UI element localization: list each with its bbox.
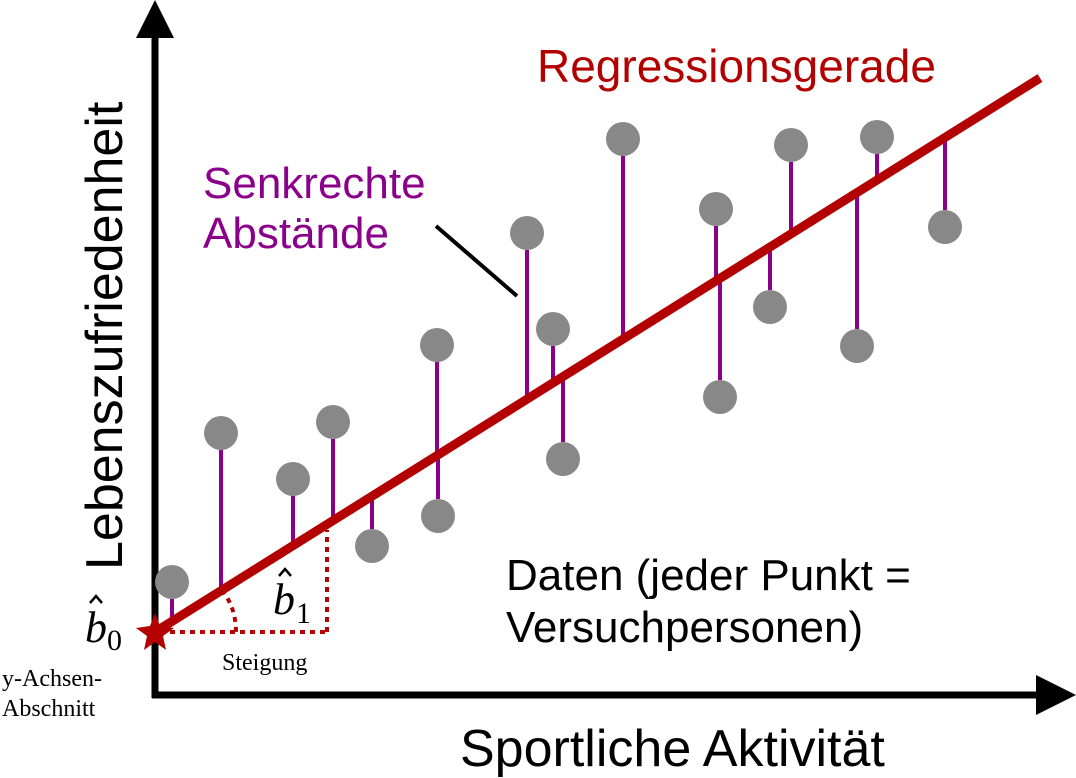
data-point [840, 329, 874, 363]
intercept-symbol-letter: b [85, 603, 107, 652]
residuals-label-line1: Senkrechte [203, 159, 426, 208]
data-point [546, 442, 580, 476]
data-label-line1: Daten (jeder Punkt = [506, 551, 911, 600]
data-point [536, 312, 570, 346]
regression-line [152, 74, 1043, 636]
residual-lines [170, 137, 947, 622]
star-icon [136, 613, 174, 650]
data-point [204, 416, 238, 450]
data-point [155, 565, 189, 599]
label-connector-line [434, 224, 519, 298]
data-points [155, 120, 962, 599]
y-axis-arrow-icon [136, 0, 174, 38]
regression-line-label: Regressionsgerade [537, 40, 936, 92]
data-point [699, 192, 733, 226]
data-point [703, 380, 737, 414]
data-point [355, 529, 389, 563]
data-label-line2: Versuchpersonen) [506, 603, 863, 652]
x-axis-arrow-icon [1036, 675, 1076, 715]
x-axis-label: Sportliche Aktivität [460, 720, 885, 778]
data-point [276, 462, 310, 496]
data-point [420, 328, 454, 362]
intercept-label-line2: Abschnitt [2, 696, 96, 722]
slope-symbol-subscript: 1 [296, 597, 311, 630]
intercept-label-line1: y-Achsen- [2, 666, 102, 692]
data-point [316, 405, 350, 439]
intercept-symbol: b 0 [85, 594, 122, 657]
data-point [606, 122, 640, 156]
slope-symbol: b 1 [273, 567, 311, 630]
data-point [928, 210, 962, 244]
data-point [860, 120, 894, 154]
data-point [421, 499, 455, 533]
y-axis-label: Lebenszufriedenheit [76, 101, 134, 570]
slope-symbol-letter: b [273, 575, 295, 624]
data-point [753, 290, 787, 324]
intercept-symbol-subscript: 0 [107, 624, 122, 657]
data-point [510, 216, 544, 250]
slope-label: Steigung [222, 650, 307, 676]
residuals-label-line2: Abstände [203, 209, 389, 258]
data-point [774, 128, 808, 162]
slope-triangle [160, 530, 329, 634]
